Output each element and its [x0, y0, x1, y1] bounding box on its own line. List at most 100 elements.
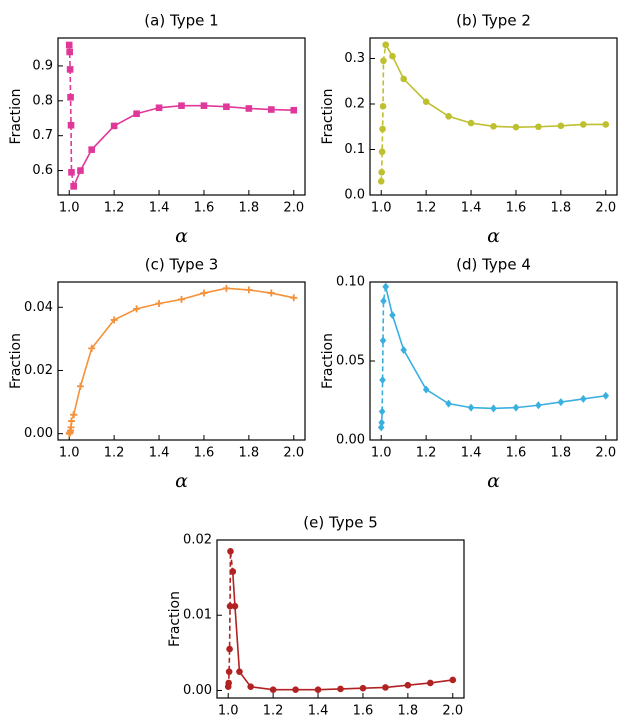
marker	[70, 182, 78, 190]
plot-frame	[369, 37, 618, 196]
series-line	[380, 44, 387, 182]
chart-title: (b) Type 2	[456, 12, 531, 30]
x-tick-label: 1.2	[416, 446, 437, 461]
marker	[268, 106, 275, 113]
marker	[379, 336, 387, 345]
marker	[178, 295, 185, 303]
marker	[290, 294, 298, 302]
marker	[236, 668, 243, 675]
marker	[490, 404, 497, 413]
chart-title: (c) Type 3	[145, 256, 218, 274]
marker	[400, 75, 407, 83]
x-tick-label: 1.0	[371, 446, 392, 461]
x-tick-label: 1.0	[59, 446, 80, 461]
marker	[445, 112, 452, 120]
x-tick-label: 1.6	[194, 446, 215, 461]
y-tick-label: 0.02	[24, 363, 53, 378]
marker	[557, 122, 565, 130]
marker	[337, 685, 344, 693]
y-axis-label: Fraction	[167, 591, 183, 647]
marker	[226, 645, 233, 653]
y-tick-label: 0.00	[183, 683, 212, 698]
x-tick-label: 1.6	[506, 446, 527, 461]
x-tick-label: 1.4	[149, 201, 170, 216]
plot-frame	[57, 37, 306, 196]
x-axis-label: α	[487, 225, 500, 247]
marker	[222, 284, 230, 292]
marker	[427, 679, 434, 687]
chart-title: (e) Type 5	[303, 514, 377, 532]
y-tick-label: 0.7	[32, 128, 53, 143]
x-tick-label: 1.0	[218, 704, 239, 719]
marker	[512, 403, 520, 412]
marker	[377, 423, 385, 432]
marker	[66, 48, 73, 56]
y-tick-label: 0.0	[344, 188, 365, 203]
marker	[225, 668, 233, 675]
marker	[535, 401, 542, 410]
marker	[359, 684, 367, 692]
marker	[76, 382, 84, 390]
marker	[229, 568, 237, 575]
marker	[290, 106, 298, 114]
marker	[67, 121, 75, 129]
marker	[178, 102, 185, 109]
x-axis-label: α	[487, 470, 500, 492]
y-tick-label: 0.1	[344, 142, 365, 157]
y-tick-label: 0.01	[183, 608, 212, 623]
marker	[110, 122, 118, 130]
marker	[77, 167, 84, 174]
marker	[269, 686, 277, 694]
marker	[449, 676, 457, 684]
series-line	[380, 286, 387, 428]
marker	[378, 148, 386, 156]
marker	[110, 316, 118, 324]
marker	[377, 178, 385, 185]
marker	[379, 125, 386, 133]
marker	[133, 110, 140, 118]
marker	[580, 121, 587, 128]
series-line	[231, 571, 453, 691]
marker	[400, 345, 407, 354]
marker	[200, 102, 208, 109]
marker	[467, 403, 475, 412]
chart-title: (a) Type 1	[144, 12, 218, 30]
marker	[422, 98, 430, 106]
marker	[602, 391, 610, 400]
marker	[389, 52, 396, 60]
marker	[245, 286, 253, 294]
marker	[67, 94, 74, 101]
marker	[223, 103, 230, 111]
marker	[379, 102, 387, 110]
series-line	[72, 104, 294, 187]
series-line	[385, 44, 606, 128]
x-tick-label: 1.2	[416, 201, 437, 216]
x-tick-label: 1.0	[371, 201, 392, 216]
x-tick-label: 1.8	[551, 446, 572, 461]
x-tick-label: 2.0	[283, 201, 304, 216]
marker	[389, 311, 396, 320]
marker	[88, 344, 96, 352]
marker	[133, 305, 141, 313]
marker	[378, 418, 385, 427]
x-tick-label: 2.0	[595, 446, 616, 461]
marker	[200, 289, 208, 297]
y-tick-label: 0.9	[32, 58, 53, 73]
x-tick-label: 1.2	[104, 201, 125, 216]
x-tick-label: 1.4	[461, 446, 482, 461]
marker	[226, 602, 234, 610]
x-tick-label: 1.4	[308, 704, 329, 719]
y-tick-label: 0.3	[344, 51, 365, 66]
y-tick-label: 0.04	[24, 300, 53, 315]
y-tick-label: 0.00	[336, 433, 365, 448]
y-axis-label: Fraction	[8, 333, 24, 389]
marker	[467, 119, 475, 127]
x-tick-label: 2.0	[283, 446, 304, 461]
marker	[225, 679, 232, 687]
marker	[247, 683, 254, 691]
marker	[382, 684, 389, 691]
marker	[314, 686, 322, 694]
x-tick-label: 2.0	[442, 704, 463, 719]
marker	[227, 547, 234, 555]
